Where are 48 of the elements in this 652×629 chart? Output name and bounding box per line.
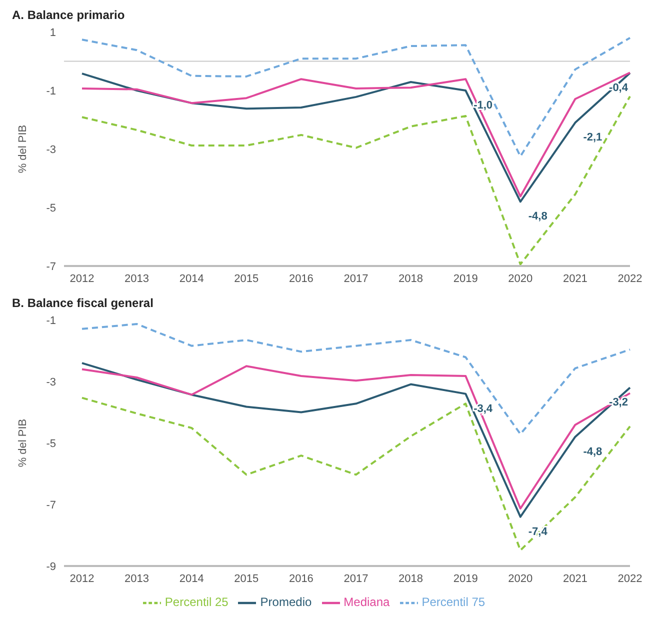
x-tick-label: 2014: [179, 572, 204, 585]
x-tick-label: 2022: [618, 572, 642, 585]
x-tick-label: 2014: [179, 272, 204, 285]
x-tick-label: 2013: [124, 572, 150, 585]
legend-label: Mediana: [344, 595, 390, 610]
x-tick-label: 2015: [234, 572, 259, 585]
x-tick-label: 2012: [70, 272, 94, 285]
chart-title: A. Balance primario: [12, 8, 126, 22]
data-label: -7,4: [528, 526, 548, 538]
x-tick-label: 2018: [398, 572, 424, 585]
x-tick-label: 2016: [288, 572, 314, 585]
x-tick-label: 2012: [70, 572, 94, 585]
x-tick-label: 2019: [453, 572, 478, 585]
x-tick-label: 2016: [288, 272, 314, 285]
y-tick-label: 1: [50, 26, 56, 39]
y-tick-label: -3: [46, 376, 56, 388]
y-tick-label: -7: [46, 260, 56, 273]
x-tick-label: 2020: [508, 272, 533, 285]
y-axis-title: % del PIB: [16, 418, 29, 468]
line-series: [81, 322, 631, 436]
y-tick-label: -1: [46, 85, 56, 98]
y-tick-label: -9: [46, 560, 56, 573]
x-tick-label: 2017: [344, 272, 368, 285]
x-tick-label: 2017: [344, 572, 368, 585]
x-tick-label: 2020: [508, 572, 533, 585]
y-tick-label: -1: [46, 314, 56, 327]
x-tick-label: 2018: [398, 272, 424, 285]
x-tick-label: 2019: [453, 272, 478, 285]
data-label: -2,1: [583, 132, 602, 144]
x-tick-label: 2022: [618, 272, 642, 285]
x-tick-label: 2013: [124, 272, 150, 285]
line-series: [81, 36, 631, 158]
legend-label: Percentil 75: [422, 595, 486, 610]
y-tick-label: -3: [46, 144, 56, 156]
chart-title: B. Balance fiscal general: [12, 296, 154, 310]
legend-label: Percentil 25: [164, 595, 228, 610]
x-tick-label: 2021: [562, 272, 588, 285]
legend-label: Promedio: [260, 595, 312, 610]
y-axis-title: % del PIB: [16, 124, 29, 174]
data-label: -4,8: [528, 210, 548, 223]
y-tick-label: -5: [46, 202, 56, 214]
data-label: -4,8: [583, 446, 602, 458]
y-tick-label: -7: [46, 499, 56, 512]
line-series: [81, 95, 631, 266]
x-tick-label: 2021: [562, 572, 588, 585]
x-tick-label: 2015: [234, 272, 259, 285]
y-tick-label: -5: [46, 438, 56, 450]
line-series: [81, 396, 631, 552]
